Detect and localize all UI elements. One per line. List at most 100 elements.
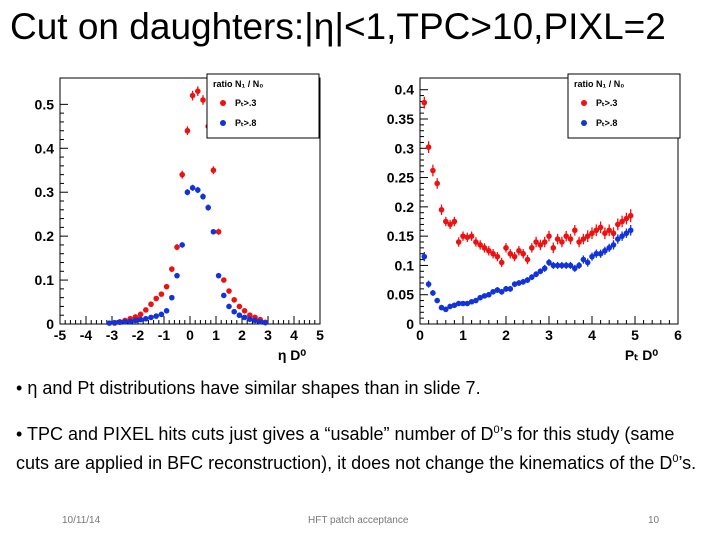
x-tick-label: 3 [545, 327, 553, 343]
data-point-pt03 [494, 253, 501, 260]
data-point-pt08 [195, 187, 201, 193]
data-point-pt08 [252, 317, 258, 324]
data-point-pt08 [494, 287, 501, 293]
data-point-pt08 [576, 262, 582, 269]
data-point-pt08 [153, 313, 159, 319]
data-point-pt08 [163, 308, 170, 314]
data-point-pt08 [430, 290, 436, 296]
bullet-2-sup-2: 0 [672, 453, 679, 465]
data-point-pt08 [460, 300, 466, 307]
footer-page-number: 10 [648, 515, 660, 526]
data-point-pt03 [231, 297, 237, 303]
data-point-pt08 [189, 185, 196, 191]
data-point-pt08 [117, 319, 123, 326]
x-tick-label: 4 [588, 327, 596, 343]
data-point-pt08 [137, 316, 144, 323]
data-point-pt08 [473, 297, 479, 304]
data-point-pt03 [606, 227, 612, 234]
data-point-pt03 [615, 221, 621, 228]
data-point-pt08 [215, 272, 222, 279]
x-tick-label: -5 [54, 327, 67, 343]
bullet-2-sup-1: 0 [493, 424, 500, 436]
data-point-pt08 [589, 253, 595, 260]
data-point-pt08 [468, 298, 475, 305]
data-point-pt08 [226, 303, 232, 310]
data-point-pt08 [572, 265, 578, 272]
bullet-1-prefix: • [16, 378, 28, 398]
data-point-pt08 [477, 294, 483, 301]
data-point-pt03 [425, 144, 432, 150]
y-tick-label: 0.25 [387, 170, 414, 186]
data-point-pt03 [451, 218, 458, 225]
data-point-pt08 [503, 286, 509, 292]
data-point-pt03 [189, 92, 196, 99]
data-point-pt03 [486, 247, 492, 254]
data-point-pt08 [606, 245, 612, 251]
legend-box [567, 73, 681, 139]
data-point-pt08 [546, 259, 552, 266]
data-point-pt08 [541, 265, 548, 272]
y-tick-label: 0.4 [395, 82, 415, 98]
legend-marker-pt03 [581, 100, 587, 106]
data-point-pt03 [421, 99, 428, 106]
x-tick-label: 5 [316, 327, 324, 343]
x-tick-label: 5 [631, 327, 639, 343]
data-point-pt08 [257, 319, 263, 325]
x-tick-label: -4 [80, 327, 93, 343]
data-point-pt03 [481, 245, 488, 251]
data-point-pt08 [580, 256, 587, 263]
data-point-pt03 [507, 250, 514, 257]
x-tick-label: -1 [158, 327, 171, 343]
data-point-pt03 [179, 171, 185, 178]
data-point-pt03 [221, 277, 227, 283]
data-point-pt08 [554, 262, 561, 269]
y-tick-label: 0.3 [35, 184, 55, 200]
data-point-pt03 [610, 230, 617, 237]
legend-box [206, 73, 320, 139]
data-point-pt03 [516, 247, 522, 254]
data-point-pt03 [174, 244, 180, 250]
data-point-pt08 [610, 242, 617, 248]
x-axis-label: η D⁰ [278, 347, 307, 363]
slide-title: Cut on daughters:|η|<1,TPC>10,PIXL=2 [10, 6, 666, 47]
data-point-pt08 [205, 204, 211, 211]
data-point-pt03 [148, 301, 154, 308]
data-point-pt03 [184, 127, 191, 134]
x-tick-label: -3 [106, 327, 119, 343]
data-point-pt03 [559, 239, 565, 245]
bullet-2: • TPC and PIXEL hits cuts just gives a “… [16, 418, 706, 476]
data-point-pt08 [111, 319, 118, 326]
data-point-pt08 [524, 277, 531, 283]
data-point-pt08 [550, 262, 557, 269]
data-point-pt03 [503, 245, 509, 251]
data-point-pt03 [195, 88, 201, 94]
data-point-pt08 [464, 300, 471, 307]
y-tick-label: 0 [46, 316, 54, 332]
y-tick-label: 0.4 [35, 140, 55, 156]
data-point-pt08 [520, 279, 526, 285]
x-tick-label: 2 [502, 327, 510, 343]
data-point-pt08 [210, 228, 217, 235]
data-point-pt08 [438, 304, 445, 311]
data-point-pt08 [529, 274, 535, 280]
data-point-pt03 [236, 303, 243, 310]
data-point-pt08 [511, 281, 518, 287]
data-point-pt03 [438, 206, 445, 213]
data-point-pt03 [447, 221, 453, 228]
data-point-pt08 [148, 314, 154, 321]
data-point-pt08 [627, 227, 634, 234]
data-point-pt08 [619, 233, 625, 239]
data-point-pt08 [451, 302, 458, 309]
data-point-pt08 [498, 288, 505, 295]
data-point-pt03 [623, 215, 630, 222]
data-point-pt08 [132, 317, 139, 324]
data-point-pt03 [455, 239, 462, 245]
data-point-pt08 [127, 318, 133, 325]
data-point-pt08 [169, 294, 175, 301]
data-point-pt03 [554, 236, 561, 242]
data-point-pt03 [434, 180, 440, 187]
data-point-pt03 [580, 236, 587, 242]
data-point-pt08 [231, 308, 237, 315]
data-point-pt03 [143, 307, 149, 313]
data-point-pt03 [576, 239, 582, 245]
